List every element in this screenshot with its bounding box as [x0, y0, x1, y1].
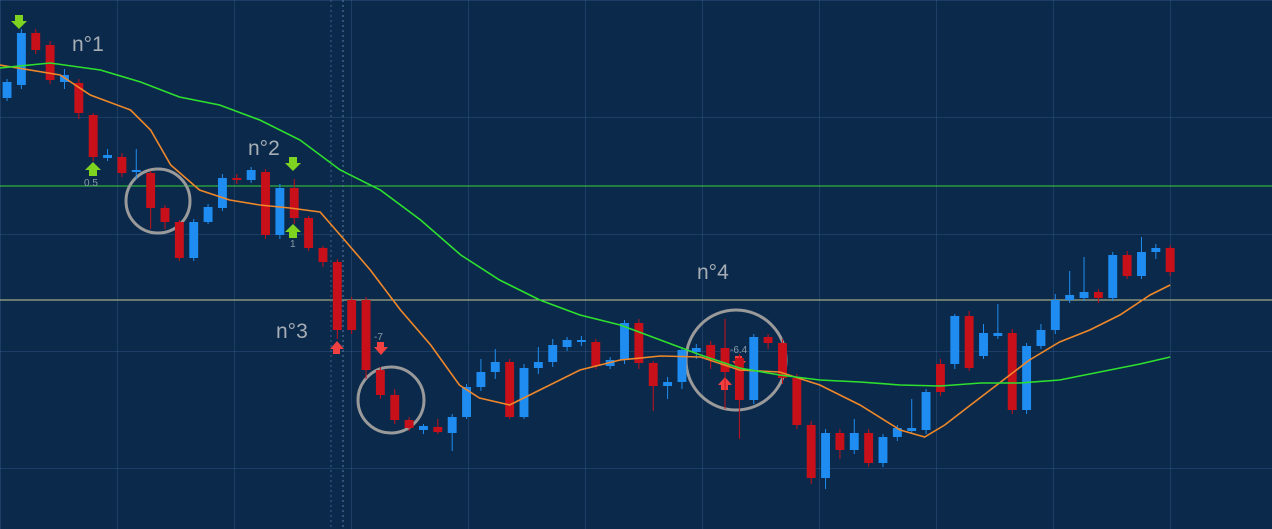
candle-body: [519, 368, 529, 417]
annotation: n°2: [248, 137, 280, 160]
signal-label: -6.4: [730, 345, 748, 356]
candle-body: [332, 262, 342, 330]
candle-body: [907, 428, 917, 431]
signal-arrow: [285, 224, 301, 238]
candle-body: [806, 425, 816, 478]
candle-body: [935, 364, 945, 392]
candle-body: [462, 387, 472, 417]
candle-body: [533, 362, 543, 368]
candle-body: [835, 433, 845, 450]
candle-body: [720, 348, 730, 372]
candle-body: [749, 337, 759, 400]
candle-body: [74, 83, 84, 113]
candle-body: [620, 323, 629, 360]
candle-body: [1137, 252, 1146, 276]
candle-body: [275, 188, 285, 235]
signal-arrow: [85, 162, 101, 176]
candle-body: [864, 433, 874, 463]
signal-label: 1: [290, 239, 296, 250]
candle-body: [232, 178, 242, 180]
candle-body: [706, 345, 716, 360]
candle-body: [131, 170, 141, 172]
decorations: [11, 0, 788, 529]
candle-body: [1050, 300, 1060, 330]
candle-body: [993, 333, 1003, 336]
annotation: n°4: [697, 261, 729, 284]
candle-body: [950, 316, 960, 364]
candle-body: [31, 33, 41, 50]
candle-body: [792, 378, 802, 425]
annotation: n°3: [276, 320, 308, 343]
candle-body: [476, 372, 486, 387]
candle-body: [1022, 346, 1032, 410]
candle-body: [677, 350, 687, 382]
candle-body: [203, 207, 213, 222]
candle-body: [964, 316, 974, 368]
candle-body: [217, 178, 227, 208]
signal-label: -7: [374, 332, 383, 343]
annotation: n°1: [72, 33, 104, 56]
candle-body: [634, 323, 644, 363]
candle-body: [1108, 255, 1118, 298]
candle-body: [763, 337, 773, 343]
candle-body: [1093, 292, 1103, 298]
candle-body: [849, 433, 859, 450]
candle-body: [419, 426, 428, 430]
candle-body: [548, 345, 558, 362]
candle-body: [663, 382, 673, 386]
candle-body: [734, 358, 744, 400]
candle-body: [921, 392, 931, 430]
candle-body: [505, 362, 515, 417]
candle-body: [1036, 330, 1046, 346]
candle-body: [591, 342, 601, 366]
candle-body: [347, 300, 357, 330]
candle-body: [88, 115, 98, 157]
candle-body: [648, 363, 658, 386]
signal-arrow: [11, 15, 27, 29]
candle-body: [375, 370, 385, 395]
candle-body: [390, 395, 400, 420]
highlight-circle: [124, 167, 192, 235]
candle-body: [103, 155, 113, 158]
candle-body: [821, 433, 831, 478]
candle-body: [189, 222, 199, 258]
candle-body: [447, 417, 457, 433]
candle-body: [1007, 333, 1017, 410]
candle-body: [1165, 248, 1175, 272]
candle-body: [691, 348, 701, 352]
candle-body: [490, 362, 500, 372]
candle-body: [892, 428, 902, 437]
candle-body: [778, 343, 787, 378]
candle-body: [1122, 255, 1132, 276]
candle-body: [404, 420, 414, 428]
candle-body: [433, 427, 443, 432]
candle-body: [1151, 248, 1161, 252]
candle-body: [16, 33, 26, 85]
moving-average: [0, 64, 1171, 438]
candle-body: [160, 208, 170, 222]
candle-body: [174, 222, 184, 258]
candle-body: [562, 340, 572, 347]
candle-body: [117, 157, 127, 173]
candle-body: [146, 173, 156, 208]
candle-body: [261, 172, 270, 235]
moving-average: [0, 62, 1171, 387]
candle-body: [878, 437, 888, 463]
signal-arrow: [285, 157, 301, 171]
candle-body: [361, 300, 371, 370]
candle-body: [318, 248, 328, 262]
candle-body: [304, 218, 314, 248]
highlight-circle: [356, 365, 426, 435]
signal-arrow: [330, 341, 344, 354]
candle-body: [1065, 295, 1075, 300]
signal-label: 0.5: [84, 178, 98, 189]
candle-body: [289, 188, 299, 218]
candle-body: [246, 170, 256, 180]
candle-body: [576, 340, 586, 342]
signal-arrow: [374, 342, 388, 355]
candle-body: [1079, 292, 1089, 298]
candle-body: [979, 333, 988, 356]
candle-body: [2, 82, 12, 98]
